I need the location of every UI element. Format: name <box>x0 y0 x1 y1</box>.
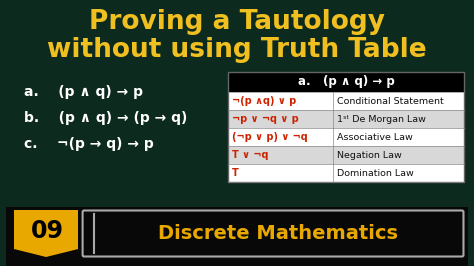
FancyBboxPatch shape <box>228 92 464 110</box>
FancyBboxPatch shape <box>6 207 468 266</box>
FancyBboxPatch shape <box>82 210 464 256</box>
FancyBboxPatch shape <box>228 72 464 92</box>
Text: Associative Law: Associative Law <box>337 132 413 142</box>
Text: b.    (p ∧ q) → (p → q): b. (p ∧ q) → (p → q) <box>24 111 187 125</box>
FancyBboxPatch shape <box>228 164 464 182</box>
Polygon shape <box>14 249 78 257</box>
Text: a.    (p ∧ q) → p: a. (p ∧ q) → p <box>24 85 143 99</box>
Text: Conditional Statement: Conditional Statement <box>337 97 444 106</box>
Text: (¬p ∨ p) ∨ ¬q: (¬p ∨ p) ∨ ¬q <box>232 132 308 142</box>
Text: without using Truth Table: without using Truth Table <box>47 37 427 63</box>
Text: Proving a Tautology: Proving a Tautology <box>89 9 385 35</box>
Text: ¬(p ∧q) ∨ p: ¬(p ∧q) ∨ p <box>232 96 296 106</box>
Text: ¬p ∨ ¬q ∨ p: ¬p ∨ ¬q ∨ p <box>232 114 299 124</box>
FancyBboxPatch shape <box>228 110 464 128</box>
Text: c.    ¬(p → q) → p: c. ¬(p → q) → p <box>24 137 154 151</box>
Text: T ∨ ¬q: T ∨ ¬q <box>232 150 269 160</box>
Text: Domination Law: Domination Law <box>337 168 414 177</box>
Text: 09: 09 <box>30 219 64 243</box>
FancyBboxPatch shape <box>228 146 464 164</box>
Text: T: T <box>232 168 239 178</box>
Text: a.   (p ∧ q) → p: a. (p ∧ q) → p <box>298 76 394 89</box>
FancyBboxPatch shape <box>228 128 464 146</box>
Text: Negation Law: Negation Law <box>337 151 402 160</box>
Text: 1ˢᵗ De Morgan Law: 1ˢᵗ De Morgan Law <box>337 114 426 123</box>
Text: Discrete Mathematics: Discrete Mathematics <box>158 224 398 243</box>
FancyBboxPatch shape <box>14 210 78 249</box>
